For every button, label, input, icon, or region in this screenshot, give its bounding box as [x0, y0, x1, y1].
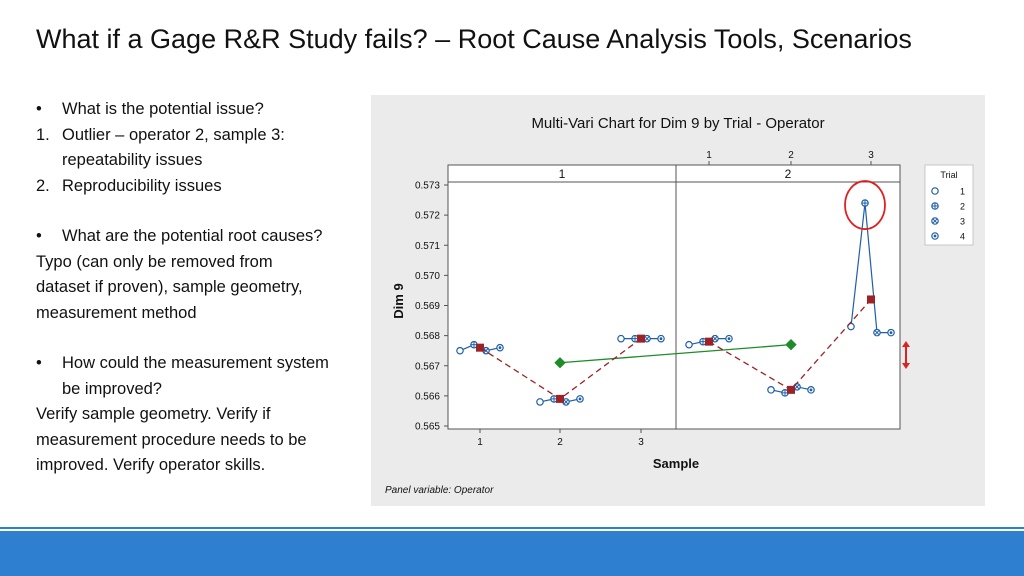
bullet-item: • What are the potential root causes? [36, 224, 376, 250]
trial-marker-dot [727, 337, 731, 341]
numbered-text-cont: repeatability issues [62, 151, 203, 169]
numbered-text: Outlier – operator 2, sample 3: [62, 125, 285, 144]
panel-label: 2 [785, 167, 792, 181]
y-tick-label: 0.566 [415, 391, 440, 402]
trial-marker-x [563, 399, 569, 405]
numbered-text: Reproducibility issues [62, 176, 222, 195]
paragraph-line: measurement procedure needs to be [36, 430, 307, 449]
legend-label: 2 [960, 202, 965, 212]
y-tick-label: 0.565 [415, 422, 440, 433]
y-tick-label: 0.573 [415, 181, 440, 192]
legend-label: 4 [960, 232, 965, 242]
bullet-item: • How could the measurement system [36, 351, 376, 377]
operator-mean-marker [554, 357, 566, 369]
trial-line [850, 203, 891, 334]
y-tick-label: 0.567 [415, 361, 440, 372]
legend-label: 3 [960, 217, 965, 227]
top-tick-label: 2 [788, 150, 794, 161]
y-tick-label: 0.571 [415, 241, 440, 252]
trial-marker [617, 334, 625, 343]
chart-svg: Multi-Vari Chart for Dim 9 by Trial - Op… [385, 115, 974, 496]
multi-vari-chart: Multi-Vari Chart for Dim 9 by Trial - Op… [371, 95, 985, 506]
bullet-mark: • [36, 227, 42, 245]
x-tick-label: 2 [557, 437, 563, 448]
footer-line [0, 527, 1024, 529]
sample-mean-marker [867, 295, 875, 304]
trial-marker-dot [498, 346, 502, 350]
paragraph-line: dataset if proven), sample geometry, [36, 278, 303, 296]
sample-mean-marker [787, 385, 795, 394]
sample-mean-marker [556, 394, 564, 403]
y-tick-label: 0.568 [415, 331, 440, 342]
bullet-text: How could the measurement system [62, 354, 329, 372]
trial-marker-x [712, 336, 718, 342]
bullet-mark: • [36, 100, 42, 118]
chart-title: Multi-Vari Chart for Dim 9 by Trial - Op… [531, 115, 824, 132]
sample-mean-marker [637, 334, 645, 343]
legend-title: Trial [940, 170, 957, 180]
trial-marker-x [794, 384, 800, 390]
trial-marker-dot [809, 388, 813, 392]
footer-bar [0, 531, 1024, 576]
trial-marker-x [932, 218, 938, 224]
spread-arrow-head [902, 363, 910, 369]
trial-marker [767, 386, 775, 394]
trial-marker-dot [889, 331, 893, 335]
trial-marker-x [483, 348, 489, 354]
legend-label: 1 [960, 187, 965, 197]
operator-mean-line [559, 344, 792, 364]
y-axis-label: Dim 9 [391, 283, 406, 318]
paragraph-line: improved. Verify operator skills. [36, 456, 266, 474]
bullet-text-cont: be improved? [62, 379, 162, 398]
sample-mean-marker [476, 343, 484, 352]
trial-marker-dot [659, 337, 663, 341]
x-tick-label: 1 [477, 437, 483, 448]
y-tick-label: 0.570 [415, 271, 440, 282]
y-tick-label: 0.569 [415, 301, 440, 312]
trial-marker [456, 346, 464, 355]
bullet-mark: • [36, 354, 42, 372]
bullet-text: What is the potential issue? [62, 100, 264, 118]
panel-variable-note: Panel variable: Operator [385, 485, 494, 496]
y-tick-label: 0.572 [415, 211, 440, 222]
x-axis-label: Sample [653, 456, 699, 471]
trial-marker [536, 398, 544, 406]
trial-marker-x [644, 336, 650, 342]
left-text-panel: • What is the potential issue? 1. Outlier … [36, 97, 376, 479]
number-mark: 2. [36, 176, 50, 195]
numbered-item: 2. Reproducibility issues [36, 174, 376, 200]
top-tick-label: 1 [706, 150, 712, 161]
trial-marker-dot [578, 397, 582, 401]
paragraph-line: measurement method [36, 303, 197, 322]
trial-marker-dot [933, 234, 937, 238]
plot-area [447, 164, 901, 430]
slide-title: What if a Gage R&R Study fails? – Root C… [36, 24, 912, 54]
paragraph-line: Verify sample geometry. Verify if [36, 405, 271, 423]
number-mark: 1. [36, 125, 50, 144]
paragraph-line: Typo (can only be removed from [36, 252, 273, 271]
trial-marker [931, 187, 939, 195]
panel-label: 1 [559, 167, 566, 181]
outlier-highlight-circle [844, 180, 886, 230]
operator-mean-marker [785, 339, 797, 351]
top-tick-label: 3 [868, 150, 874, 161]
spread-arrow-head [902, 341, 910, 347]
x-tick-label: 3 [638, 437, 644, 448]
numbered-item: 1. Outlier – operator 2, sample 3: [36, 123, 376, 149]
bullet-text: What are the potential root causes? [62, 227, 323, 245]
trial-marker-x [874, 330, 880, 336]
bullet-item: • What is the potential issue? [36, 97, 376, 123]
trial-marker [685, 340, 693, 349]
sample-mean-marker [705, 337, 713, 346]
